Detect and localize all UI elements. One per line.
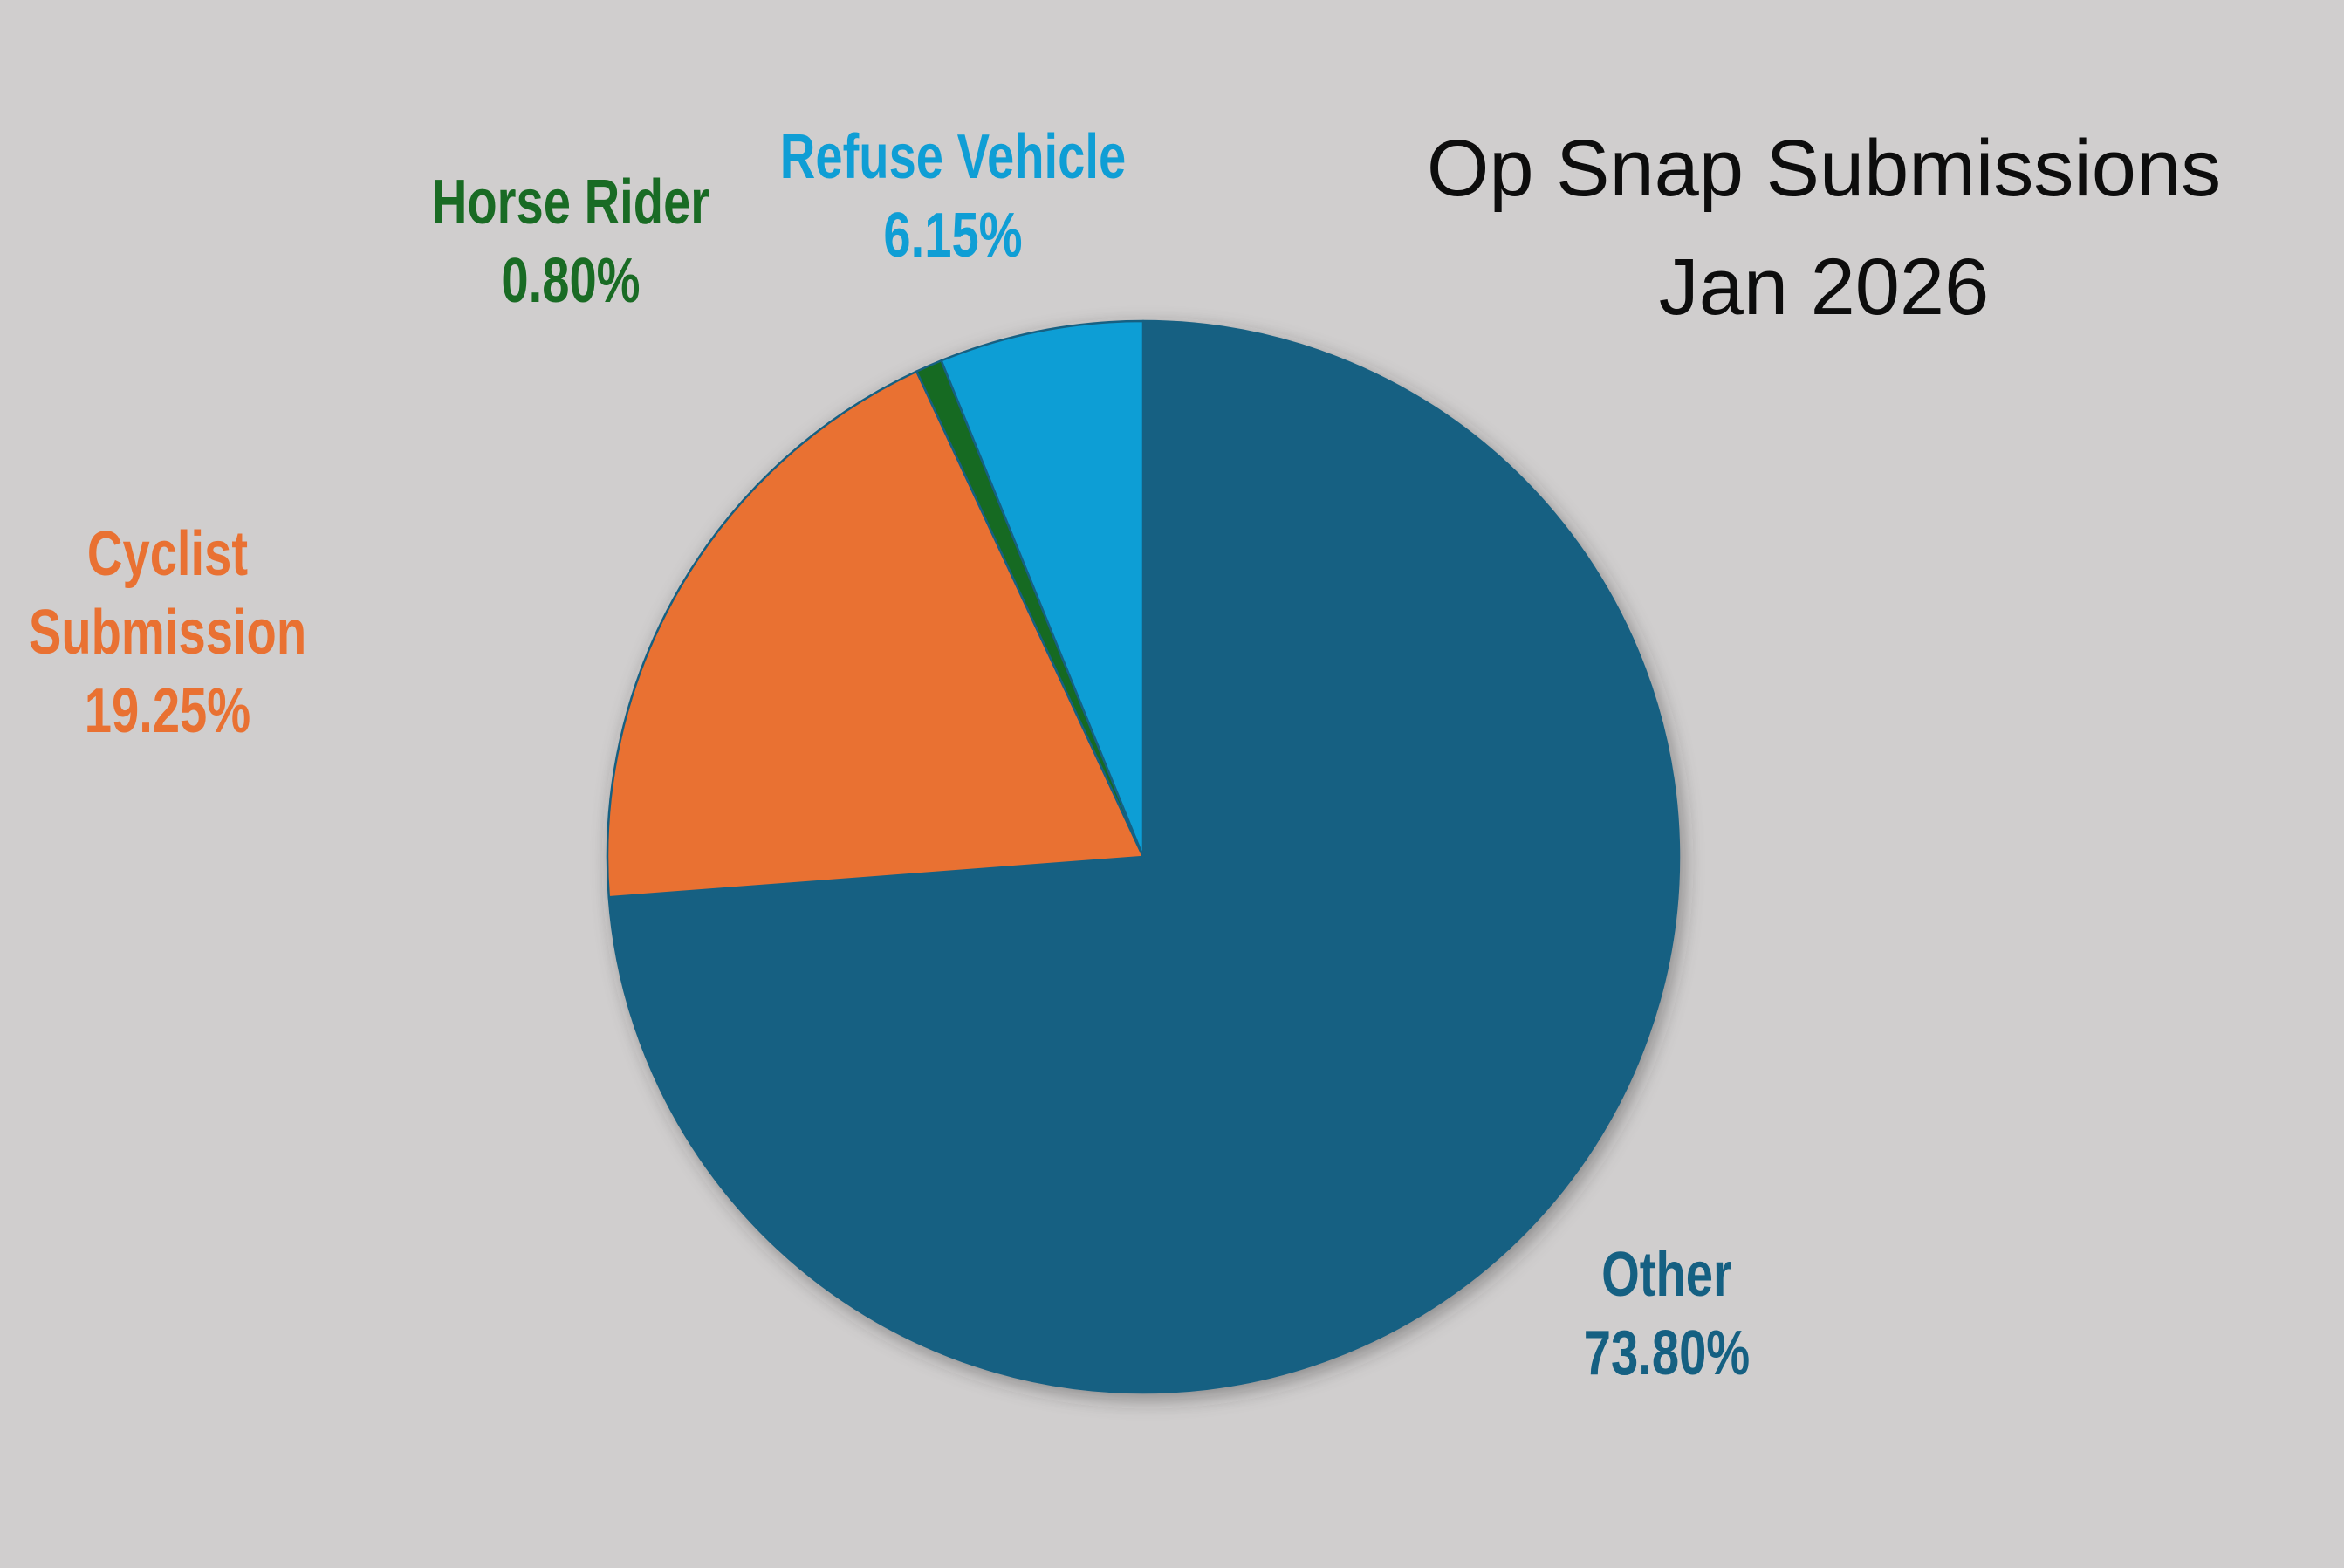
pie-label-refuse-vehicle: Refuse Vehicle 6.15% <box>780 118 1126 275</box>
pie-label-horse-rider-pct: 0.80% <box>501 246 641 316</box>
pie-slice-cyclist-submission <box>606 370 1145 899</box>
pie-label-cyclist-name-line-1: Cyclist <box>86 519 249 589</box>
chart-title: Op Snap Submissions Jan 2026 <box>1427 109 2221 346</box>
pie-label-refuse-vehicle-name: Refuse Vehicle <box>779 122 1127 192</box>
pie-label-other-pct: 73.80% <box>1583 1318 1751 1388</box>
pie-label-other-name: Other <box>1601 1240 1732 1310</box>
pie-slice-refuse-vehicle <box>940 319 1145 859</box>
pie-label-other: Other 73.80% <box>1584 1236 1750 1393</box>
chart-title-line-1: Op Snap Submissions <box>1426 124 2222 213</box>
chart-title-line-2: Jan 2026 <box>1658 243 1990 332</box>
pie-label-horse-rider: Horse Rider 0.80% <box>432 163 709 320</box>
pie-label-cyclist-submission: Cyclist Submission 19.25% <box>29 515 306 750</box>
pie-label-cyclist-name-line-2: Submission <box>28 598 307 668</box>
pie-label-cyclist-pct: 19.25% <box>84 676 251 746</box>
pie-label-horse-rider-name: Horse Rider <box>431 168 710 237</box>
pie-label-refuse-vehicle-pct: 6.15% <box>883 201 1023 270</box>
